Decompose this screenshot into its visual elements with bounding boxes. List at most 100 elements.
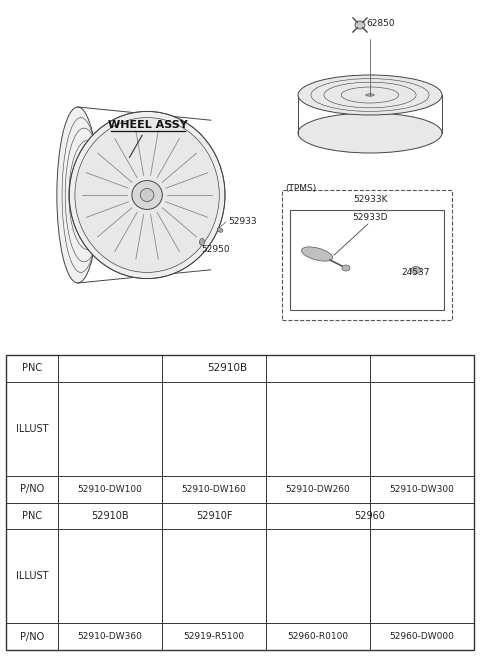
Polygon shape <box>419 439 425 459</box>
Polygon shape <box>81 560 100 579</box>
Ellipse shape <box>201 424 203 426</box>
Text: 52933: 52933 <box>228 218 257 226</box>
Ellipse shape <box>132 180 162 209</box>
Polygon shape <box>199 440 211 457</box>
Ellipse shape <box>101 586 103 588</box>
Polygon shape <box>214 399 224 416</box>
Polygon shape <box>81 412 100 431</box>
Polygon shape <box>120 560 140 579</box>
Polygon shape <box>101 548 119 564</box>
Ellipse shape <box>195 569 197 571</box>
Ellipse shape <box>414 437 416 439</box>
Text: 52933K: 52933K <box>353 195 388 204</box>
Polygon shape <box>86 583 108 604</box>
Ellipse shape <box>282 541 354 611</box>
Polygon shape <box>327 432 346 447</box>
Polygon shape <box>101 401 119 417</box>
Polygon shape <box>304 439 316 458</box>
Polygon shape <box>217 440 229 457</box>
Ellipse shape <box>195 581 197 583</box>
Ellipse shape <box>109 414 111 417</box>
Polygon shape <box>432 430 452 441</box>
Ellipse shape <box>355 21 365 29</box>
Ellipse shape <box>211 573 217 579</box>
Ellipse shape <box>220 438 223 440</box>
Ellipse shape <box>205 438 207 440</box>
Polygon shape <box>427 436 442 455</box>
Ellipse shape <box>342 265 350 271</box>
Text: 52960: 52960 <box>355 511 385 521</box>
Polygon shape <box>320 439 332 458</box>
Text: 52960-R0100: 52960-R0100 <box>288 632 348 641</box>
Ellipse shape <box>209 424 218 433</box>
Text: 52950: 52950 <box>202 245 230 255</box>
Ellipse shape <box>317 416 319 418</box>
Ellipse shape <box>213 415 215 417</box>
Text: ILLUST: ILLUST <box>16 424 48 434</box>
Ellipse shape <box>410 424 412 426</box>
Text: 52910B: 52910B <box>91 511 129 521</box>
Ellipse shape <box>298 559 338 594</box>
Polygon shape <box>86 435 108 457</box>
Polygon shape <box>296 403 312 422</box>
Text: kia: kia <box>416 573 428 579</box>
Ellipse shape <box>225 424 228 426</box>
Ellipse shape <box>74 394 146 464</box>
Ellipse shape <box>101 438 103 441</box>
Text: 52910F: 52910F <box>196 511 232 521</box>
Ellipse shape <box>282 394 354 464</box>
Text: 52910B: 52910B <box>207 363 247 373</box>
Text: P/NO: P/NO <box>20 484 44 494</box>
Text: 24537: 24537 <box>401 268 430 277</box>
Polygon shape <box>402 403 417 421</box>
Text: 52910-DW260: 52910-DW260 <box>286 485 350 494</box>
Text: 52910-DW300: 52910-DW300 <box>390 485 455 494</box>
Polygon shape <box>222 436 239 451</box>
Ellipse shape <box>298 113 442 153</box>
Ellipse shape <box>418 425 426 432</box>
Ellipse shape <box>96 571 98 573</box>
Text: 52919-R5100: 52919-R5100 <box>183 632 245 641</box>
Ellipse shape <box>122 571 124 573</box>
Text: P/NO: P/NO <box>20 632 44 642</box>
Ellipse shape <box>205 561 208 563</box>
Polygon shape <box>415 560 429 576</box>
Polygon shape <box>112 583 134 604</box>
Ellipse shape <box>117 586 119 588</box>
Ellipse shape <box>324 437 326 439</box>
Polygon shape <box>393 430 412 441</box>
Ellipse shape <box>74 541 146 611</box>
Text: PNC: PNC <box>22 363 42 373</box>
Ellipse shape <box>366 94 374 96</box>
Ellipse shape <box>230 581 233 583</box>
Ellipse shape <box>231 569 233 571</box>
Polygon shape <box>120 412 140 431</box>
Ellipse shape <box>57 107 99 283</box>
Ellipse shape <box>75 117 219 272</box>
Polygon shape <box>402 436 417 455</box>
Polygon shape <box>329 420 348 429</box>
Ellipse shape <box>298 75 442 115</box>
Text: 62850: 62850 <box>366 18 395 28</box>
Ellipse shape <box>96 424 98 426</box>
Polygon shape <box>422 574 437 588</box>
Polygon shape <box>393 417 412 427</box>
Ellipse shape <box>301 247 333 261</box>
Ellipse shape <box>314 425 322 432</box>
Ellipse shape <box>432 424 434 426</box>
Polygon shape <box>183 422 201 430</box>
Ellipse shape <box>386 394 458 464</box>
Ellipse shape <box>105 571 115 581</box>
Text: (TPMS): (TPMS) <box>285 184 316 193</box>
Ellipse shape <box>69 112 225 279</box>
Polygon shape <box>432 417 452 427</box>
Text: 52910-DW360: 52910-DW360 <box>78 632 143 641</box>
Ellipse shape <box>109 562 111 564</box>
Polygon shape <box>407 574 422 588</box>
Ellipse shape <box>411 266 421 274</box>
Text: WHEEL ASSY: WHEEL ASSY <box>108 120 188 157</box>
Polygon shape <box>189 436 205 451</box>
Ellipse shape <box>117 438 119 441</box>
Ellipse shape <box>386 541 458 611</box>
Ellipse shape <box>122 424 124 426</box>
